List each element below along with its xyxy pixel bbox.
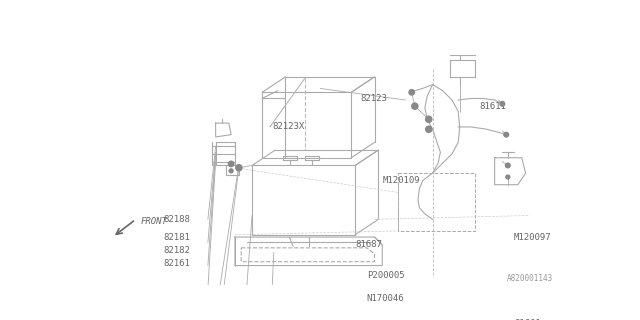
- Text: FRONT: FRONT: [140, 217, 167, 226]
- Text: 82181: 82181: [164, 233, 191, 242]
- Circle shape: [500, 101, 505, 106]
- Text: 81687: 81687: [355, 240, 382, 249]
- Text: M120109: M120109: [382, 176, 420, 185]
- Circle shape: [426, 126, 432, 132]
- Text: 82182: 82182: [164, 246, 191, 255]
- Text: 82161: 82161: [164, 259, 191, 268]
- Circle shape: [506, 163, 510, 168]
- Text: 82188: 82188: [164, 215, 191, 224]
- Text: A820001143: A820001143: [506, 274, 553, 283]
- Circle shape: [409, 90, 415, 95]
- Text: 82123: 82123: [360, 94, 387, 103]
- Text: N170046: N170046: [367, 294, 404, 303]
- Circle shape: [504, 132, 509, 137]
- Text: M120097: M120097: [514, 233, 552, 242]
- Text: 81611: 81611: [479, 102, 506, 111]
- Circle shape: [229, 169, 233, 173]
- Text: 81601: 81601: [514, 319, 541, 320]
- Circle shape: [426, 116, 432, 122]
- Text: 82123X: 82123X: [272, 123, 305, 132]
- Text: P200005: P200005: [367, 271, 404, 280]
- Circle shape: [228, 161, 234, 167]
- Circle shape: [506, 175, 509, 179]
- Circle shape: [236, 165, 242, 171]
- Circle shape: [412, 103, 418, 109]
